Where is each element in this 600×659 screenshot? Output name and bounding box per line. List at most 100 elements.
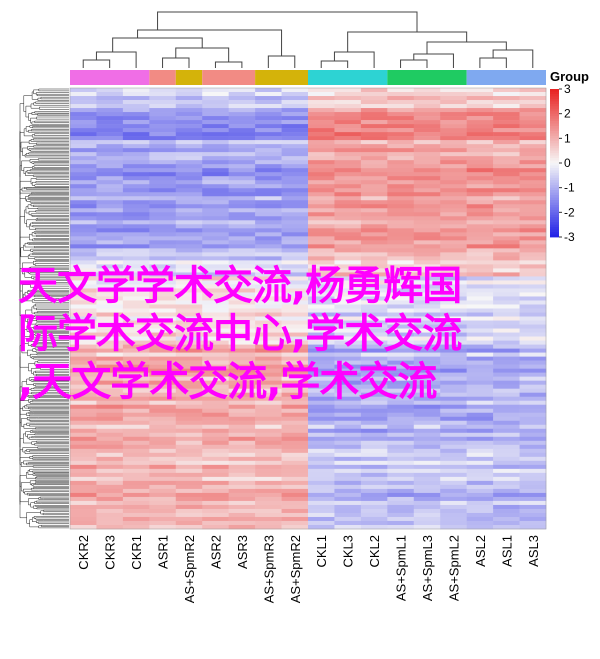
heatmap-cell bbox=[202, 140, 229, 145]
heatmap-cell bbox=[413, 88, 441, 93]
heatmap-cell bbox=[175, 360, 203, 365]
heatmap-cell bbox=[387, 104, 415, 109]
row-dendrogram-link bbox=[31, 161, 40, 164]
heatmap-cell bbox=[440, 500, 467, 506]
heatmap-cell bbox=[360, 484, 388, 490]
heatmap-cell bbox=[70, 464, 97, 470]
heatmap-cell bbox=[387, 452, 415, 458]
heatmap-cell bbox=[493, 284, 520, 289]
heatmap-cell bbox=[70, 88, 97, 93]
heatmap-cell bbox=[440, 164, 467, 169]
column-label: ASR3 bbox=[235, 535, 250, 569]
heatmap-cell bbox=[255, 456, 282, 462]
heatmap-cell bbox=[281, 448, 309, 454]
heatmap-cell bbox=[149, 368, 177, 373]
heatmap-cell bbox=[334, 284, 362, 289]
heatmap-cell bbox=[308, 292, 335, 297]
heatmap-cell bbox=[255, 248, 282, 253]
heatmap-cell bbox=[281, 296, 309, 301]
heatmap-cell bbox=[334, 208, 362, 213]
heatmap-cell bbox=[96, 328, 124, 333]
heatmap-cell bbox=[255, 204, 282, 209]
heatmap-cell bbox=[440, 508, 467, 514]
heatmap-cell bbox=[493, 372, 520, 377]
heatmap-cell bbox=[202, 180, 229, 185]
heatmap-cell bbox=[175, 404, 203, 410]
heatmap-cell bbox=[360, 148, 388, 153]
heatmap-cell bbox=[149, 400, 177, 406]
heatmap-cell bbox=[387, 356, 415, 361]
heatmap-cell bbox=[255, 108, 282, 113]
heatmap-cell bbox=[360, 416, 388, 422]
heatmap-cell bbox=[149, 240, 177, 245]
heatmap-cell bbox=[70, 212, 97, 217]
heatmap-cell bbox=[308, 432, 335, 438]
heatmap-cell bbox=[519, 184, 547, 189]
heatmap-cell bbox=[175, 268, 203, 273]
heatmap-cell bbox=[228, 388, 256, 393]
heatmap-cell bbox=[308, 316, 335, 321]
heatmap-cell bbox=[413, 496, 441, 502]
heatmap-cell bbox=[122, 100, 150, 105]
heatmap-cell bbox=[202, 120, 229, 125]
heatmap-cell bbox=[96, 516, 124, 522]
heatmap-cell bbox=[281, 236, 309, 241]
heatmap-cell bbox=[519, 352, 547, 357]
heatmap-cell bbox=[228, 112, 256, 117]
heatmap-cell bbox=[387, 308, 415, 313]
heatmap-cell bbox=[281, 416, 309, 422]
heatmap-cell bbox=[387, 316, 415, 321]
heatmap-cell bbox=[70, 240, 97, 245]
heatmap-cell bbox=[387, 240, 415, 245]
heatmap-cell bbox=[281, 216, 309, 221]
heatmap-cell bbox=[466, 340, 494, 345]
heatmap-cell bbox=[202, 88, 229, 93]
heatmap-cell bbox=[308, 308, 335, 313]
heatmap-cell bbox=[519, 192, 547, 197]
heatmap-cell bbox=[387, 228, 415, 233]
heatmap-cell bbox=[202, 300, 229, 305]
heatmap-cell bbox=[360, 208, 388, 213]
heatmap-cell bbox=[149, 132, 177, 137]
heatmap-cell bbox=[255, 192, 282, 197]
heatmap-cell bbox=[149, 444, 177, 450]
heatmap-cell bbox=[466, 468, 494, 474]
heatmap-cell bbox=[466, 240, 494, 245]
heatmap-cell bbox=[466, 384, 494, 389]
heatmap-cell bbox=[149, 336, 177, 341]
heatmap-cell bbox=[122, 388, 150, 393]
heatmap-cell bbox=[96, 492, 124, 498]
colorbar-step bbox=[550, 190, 559, 193]
row-dendrogram-link bbox=[23, 332, 29, 344]
heatmap-cell bbox=[255, 252, 282, 257]
heatmap-cell bbox=[493, 164, 520, 169]
heatmap-cell bbox=[70, 476, 97, 482]
heatmap-cell bbox=[122, 328, 150, 333]
heatmap-cell bbox=[334, 456, 362, 462]
heatmap-cell bbox=[466, 404, 494, 410]
heatmap-cell bbox=[440, 320, 467, 325]
heatmap-cell bbox=[519, 504, 547, 510]
heatmap-cell bbox=[413, 224, 441, 229]
heatmap-cell bbox=[466, 228, 494, 233]
heatmap-cell bbox=[519, 332, 547, 337]
heatmap-cell bbox=[281, 180, 309, 185]
heatmap-cell bbox=[122, 420, 150, 426]
heatmap-cell bbox=[334, 508, 362, 514]
heatmap-cell bbox=[493, 444, 520, 450]
heatmap-cell bbox=[70, 404, 97, 410]
heatmap-cell bbox=[228, 260, 256, 265]
heatmap-cell bbox=[440, 316, 467, 321]
heatmap-cell bbox=[122, 360, 150, 365]
heatmap-cell bbox=[202, 92, 229, 97]
heatmap-cell bbox=[175, 496, 203, 502]
heatmap-cell bbox=[308, 204, 335, 209]
group-segment bbox=[387, 70, 467, 85]
heatmap-cell bbox=[228, 252, 256, 257]
heatmap-cell bbox=[519, 520, 547, 526]
heatmap-cell bbox=[360, 496, 388, 502]
heatmap-cell bbox=[493, 512, 520, 518]
row-dendrogram-link bbox=[37, 207, 40, 210]
heatmap-cell bbox=[413, 376, 441, 381]
heatmap-cell bbox=[519, 208, 547, 213]
